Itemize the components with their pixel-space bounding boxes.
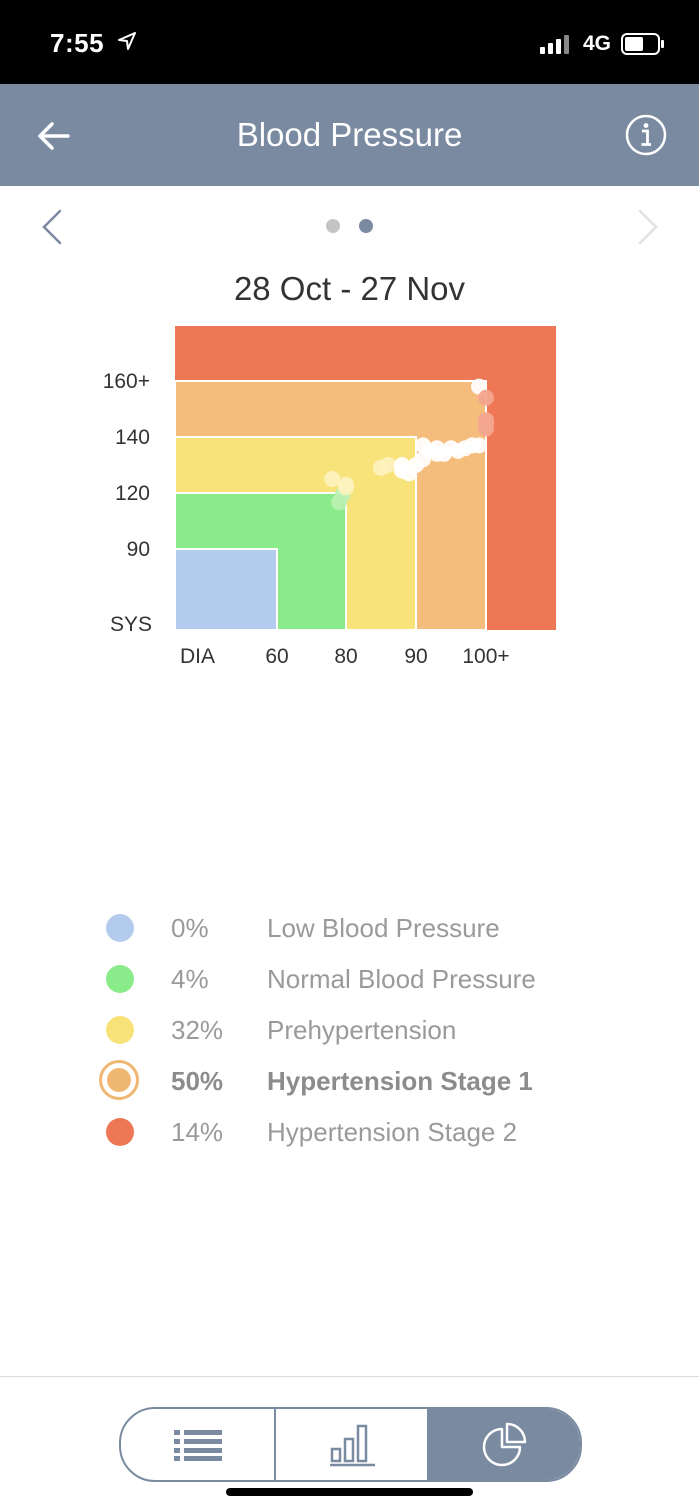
status-bar: 7:55 4G bbox=[0, 0, 699, 84]
x-tick-label: 80 bbox=[334, 645, 357, 668]
legend-swatch bbox=[106, 1016, 134, 1044]
x-tick-label: 100+ bbox=[462, 645, 509, 668]
data-point bbox=[422, 443, 438, 459]
legend-label: Hypertension Stage 1 bbox=[267, 1066, 533, 1096]
data-point bbox=[338, 476, 354, 493]
list-icon bbox=[173, 1429, 222, 1461]
status-time: 7:55 bbox=[50, 28, 105, 58]
legend-item[interactable]: 50% Hypertension Stage 1 bbox=[0, 1058, 699, 1102]
zone-low bbox=[174, 548, 278, 631]
blood-pressure-zone-chart: SYS DIA 90 120 140 160+ 60 80 90 100+ bbox=[103, 326, 556, 668]
header: Blood Pressure bbox=[0, 84, 699, 186]
legend-percentage: 14% bbox=[171, 1117, 224, 1147]
y-tick-label: 120 bbox=[115, 482, 150, 505]
legend-swatch bbox=[106, 965, 134, 993]
x-tick-label: 90 bbox=[404, 645, 427, 668]
data-point bbox=[324, 471, 341, 487]
page-title: Blood Pressure bbox=[236, 116, 463, 153]
data-point bbox=[471, 437, 487, 454]
legend-label: Low Blood Pressure bbox=[267, 913, 500, 943]
pie-chart-icon bbox=[482, 1422, 526, 1466]
data-point bbox=[478, 389, 494, 406]
tab-pie-chart-view[interactable] bbox=[427, 1409, 580, 1480]
data-point bbox=[380, 457, 396, 473]
network-type: 4G bbox=[583, 32, 612, 55]
home-indicator bbox=[226, 1488, 473, 1496]
legend-label: Normal Blood Pressure bbox=[267, 964, 536, 994]
tab-bar-chart-view[interactable] bbox=[274, 1409, 431, 1480]
legend-item[interactable]: 32% Prehypertension bbox=[0, 1007, 699, 1051]
y-tick-label: 160+ bbox=[103, 370, 150, 393]
view-switcher bbox=[119, 1407, 582, 1482]
legend-swatch bbox=[106, 1118, 134, 1146]
signal-icon bbox=[540, 35, 569, 54]
legend-item[interactable]: 0% Low Blood Pressure bbox=[0, 905, 699, 949]
x-axis-label: DIA bbox=[180, 645, 215, 668]
page-indicator-dot-2[interactable] bbox=[359, 219, 373, 233]
battery-icon bbox=[621, 33, 664, 55]
legend-swatch bbox=[106, 914, 134, 942]
legend-item[interactable]: 4% Normal Blood Pressure bbox=[0, 956, 699, 1000]
previous-page-chevron-icon[interactable] bbox=[40, 208, 64, 246]
bottom-divider bbox=[0, 1376, 699, 1377]
y-tick-label: 90 bbox=[127, 538, 150, 561]
location-arrow-icon bbox=[118, 32, 136, 50]
page-indicator-dot-1[interactable] bbox=[326, 219, 340, 233]
legend-label: Prehypertension bbox=[267, 1015, 457, 1045]
tab-list-view[interactable] bbox=[121, 1409, 274, 1480]
legend-swatch bbox=[99, 1060, 139, 1100]
legend-percentage: 4% bbox=[171, 964, 209, 994]
y-tick-label: 140 bbox=[115, 426, 150, 449]
legend-percentage: 50% bbox=[171, 1066, 224, 1096]
legend-label: Hypertension Stage 2 bbox=[267, 1117, 518, 1147]
legend-item[interactable]: 14% Hypertension Stage 2 bbox=[0, 1109, 699, 1153]
legend-percentage: 32% bbox=[171, 1015, 224, 1045]
bar-chart-icon bbox=[329, 1424, 375, 1466]
next-page-chevron-icon[interactable] bbox=[636, 208, 660, 246]
data-point bbox=[478, 420, 494, 437]
info-icon[interactable] bbox=[625, 114, 667, 156]
date-range: 28 Oct - 27 Nov bbox=[233, 270, 466, 307]
back-arrow-icon[interactable] bbox=[34, 116, 74, 156]
y-axis-label: SYS bbox=[110, 613, 152, 636]
data-point bbox=[331, 494, 348, 511]
legend-percentage: 0% bbox=[171, 913, 209, 943]
x-tick-label: 60 bbox=[265, 645, 288, 668]
